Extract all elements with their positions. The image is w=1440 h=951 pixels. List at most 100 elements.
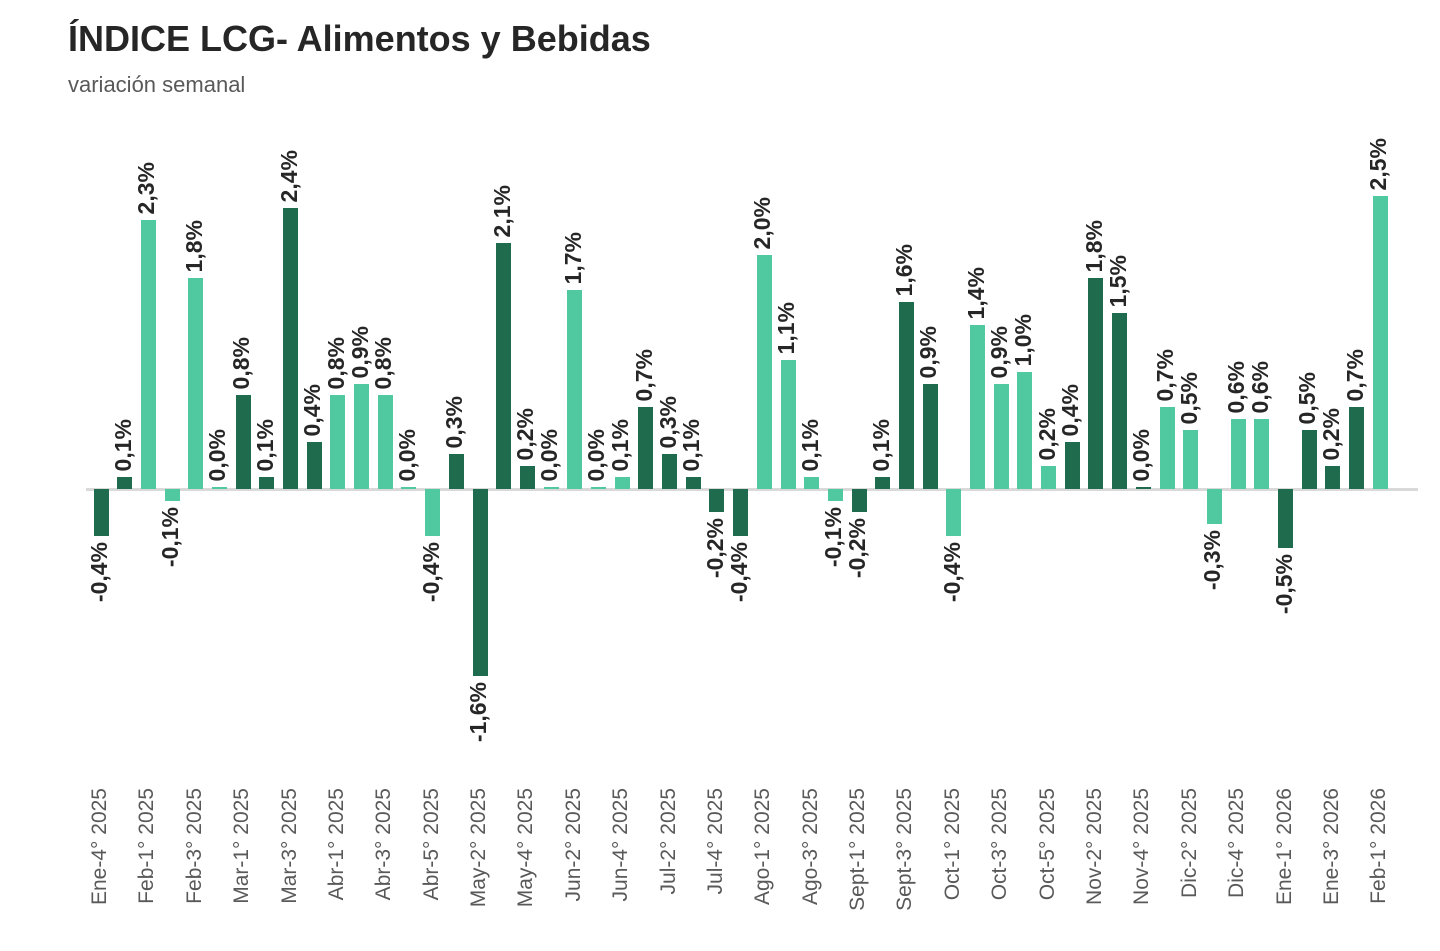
bar-value-label: 0,3% <box>654 395 681 448</box>
bar <box>662 454 678 489</box>
x-tick-label: Abr-1° 2025 <box>324 788 348 901</box>
bar <box>638 407 654 489</box>
bar-value-label: 0,1% <box>678 418 705 471</box>
x-tick-label: Jun-2° 2025 <box>561 788 585 902</box>
bar <box>140 220 156 489</box>
x-tick-label: Ago-1° 2025 <box>751 788 775 905</box>
bar <box>614 477 630 489</box>
x-tick-label: Ene-1° 2026 <box>1272 788 1296 905</box>
bar-value-label: 0,1% <box>251 418 278 471</box>
bar <box>1017 372 1033 489</box>
bar-value-label: 0,1% <box>109 418 136 471</box>
bar-value-label: 2,4% <box>275 149 302 202</box>
bar-value-label: 0,1% <box>607 418 634 471</box>
x-tick-label: Mar-3° 2025 <box>277 788 301 904</box>
x-tick-label: Feb-1° 2026 <box>1367 788 1391 904</box>
bar-value-label: 1,0% <box>1009 313 1036 366</box>
bar-value-label: 2,0% <box>749 196 776 249</box>
x-tick-label: Oct-5° 2025 <box>1035 788 1059 901</box>
bar <box>211 487 227 489</box>
bar <box>401 487 417 489</box>
bar-value-label: -0,1% <box>157 507 184 568</box>
bar-value-label: 0,5% <box>1175 371 1202 424</box>
bar <box>1112 313 1128 489</box>
bar <box>709 489 725 512</box>
x-tick-label: May-4° 2025 <box>514 788 538 908</box>
chart-title: ÍNDICE LCG- Alimentos y Bebidas <box>68 18 651 59</box>
bar <box>377 395 393 489</box>
bar <box>970 325 986 489</box>
bar <box>1159 407 1175 489</box>
x-tick-label: Jun-4° 2025 <box>609 788 633 902</box>
bar <box>283 208 299 489</box>
bar <box>1088 278 1104 489</box>
bar <box>1349 407 1365 489</box>
bar-value-label: 0,0% <box>536 428 563 481</box>
bar-value-label: 0,0% <box>204 428 231 481</box>
bar <box>1135 487 1151 489</box>
bar-value-label: 2,3% <box>133 161 160 214</box>
bar-value-label: -1,6% <box>465 682 492 743</box>
x-tick-label: Dic-4° 2025 <box>1225 788 1249 898</box>
bar <box>1278 489 1293 548</box>
bar <box>804 477 820 489</box>
bar-value-label: 1,7% <box>559 231 586 284</box>
bar <box>1325 466 1341 489</box>
bar <box>875 477 891 489</box>
bar-value-label: 1,5% <box>1104 254 1131 307</box>
bar <box>756 255 772 489</box>
x-tick-label: Ene-4° 2025 <box>88 788 111 905</box>
bar-value-label: -0,4% <box>938 542 965 603</box>
bar-value-label: -0,4% <box>417 542 444 603</box>
bar-value-label: 0,2% <box>1317 407 1344 460</box>
bar-value-label: 0,0% <box>583 428 610 481</box>
bar <box>235 395 251 489</box>
x-tick-label: Abr-5° 2025 <box>419 788 443 901</box>
bar <box>922 384 938 489</box>
bar <box>117 477 133 489</box>
x-tick-label: Ene-3° 2026 <box>1319 788 1343 905</box>
bar <box>1064 442 1080 489</box>
bar <box>306 442 322 489</box>
bar <box>519 466 535 489</box>
bar-value-label: -0,4% <box>86 542 112 603</box>
bar-value-label: -0,5% <box>1270 554 1297 615</box>
bar-value-label: 0,2% <box>512 407 539 460</box>
bar-value-label: 0,2% <box>1033 407 1060 460</box>
x-tick-label: Mar-1° 2025 <box>230 788 254 904</box>
x-tick-label: Oct-3° 2025 <box>988 788 1012 901</box>
bar-value-label: 0,4% <box>1057 383 1084 436</box>
x-tick-label: Oct-1° 2025 <box>940 788 964 901</box>
bar-value-label: 1,8% <box>180 219 207 272</box>
x-tick-label: Jul-2° 2025 <box>656 788 680 895</box>
bar <box>164 489 180 501</box>
x-tick-label: Nov-2° 2025 <box>1082 788 1106 905</box>
bar <box>543 487 559 489</box>
x-tick-label: Sept-3° 2025 <box>893 788 917 911</box>
bar <box>590 487 606 489</box>
x-tick-label: Jul-4° 2025 <box>703 788 727 895</box>
bar-value-label: 1,4% <box>962 266 989 319</box>
bar <box>1041 466 1057 489</box>
bar <box>827 489 843 501</box>
bar-value-label: 0,7% <box>630 348 657 401</box>
bar-value-label: 1,8% <box>1080 219 1107 272</box>
bar-value-label: 0,9% <box>346 325 373 378</box>
bar-value-label: 1,1% <box>773 301 799 354</box>
bar-value-label: 0,1% <box>796 418 823 471</box>
bar-value-label: 2,5% <box>1365 137 1392 190</box>
x-tick-label: Ago-3° 2025 <box>798 788 822 905</box>
bar <box>1372 196 1388 489</box>
bar-value-label: 0,3% <box>441 395 468 448</box>
bar-value-label: 0,6% <box>1223 360 1250 413</box>
bar <box>1183 430 1199 489</box>
bar <box>472 489 488 676</box>
bar-value-label: 0,7% <box>1152 348 1179 401</box>
bar-value-label: 0,9% <box>986 325 1013 378</box>
bar-value-label: 2,1% <box>488 184 515 237</box>
bar <box>496 243 512 489</box>
bar <box>567 290 583 489</box>
bar <box>1254 419 1270 489</box>
bar-value-label: -0,2% <box>844 518 871 579</box>
